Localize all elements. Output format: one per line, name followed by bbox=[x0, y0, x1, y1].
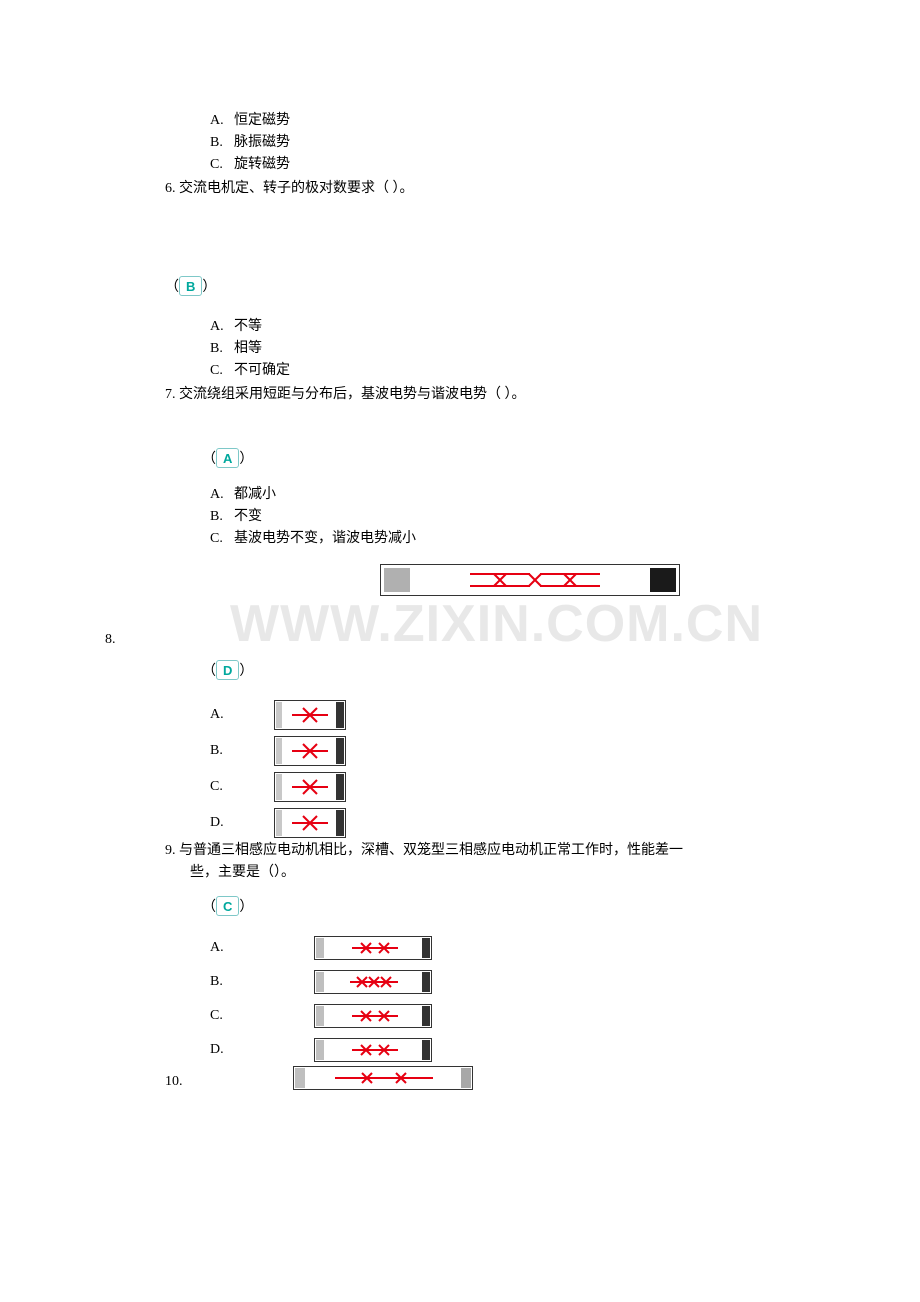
opt-letter: A. bbox=[210, 484, 234, 506]
opt-text: 旋转磁势 bbox=[234, 157, 290, 172]
q9-option-C: C. bbox=[210, 1004, 860, 1028]
option-image bbox=[314, 1038, 432, 1062]
q8-answer-letter: D bbox=[216, 660, 239, 680]
q9-stem: 9. 与普通三相感应电动机相比，深槽、双笼型三相感应电动机正常工作时，性能差一 bbox=[165, 840, 860, 862]
opt-letter: C. bbox=[210, 360, 234, 382]
option-image bbox=[314, 936, 432, 960]
option-image bbox=[274, 700, 346, 730]
q9-num: 9. bbox=[165, 843, 176, 858]
q9-option-D: D. bbox=[210, 1038, 860, 1062]
opt-letter: B. bbox=[210, 506, 234, 528]
q8-option-B: B. bbox=[210, 736, 860, 766]
option-image bbox=[314, 1004, 432, 1028]
opt-letter: C. bbox=[210, 1008, 302, 1024]
opt-letter: B. bbox=[210, 743, 262, 759]
opt-letter: C. bbox=[210, 528, 234, 550]
opt-letter: A. bbox=[210, 707, 262, 723]
opt-letter: A. bbox=[210, 316, 234, 338]
option-image bbox=[274, 736, 346, 766]
option-image bbox=[274, 772, 346, 802]
q6-answer-letter: B bbox=[179, 276, 202, 296]
option-image bbox=[274, 808, 346, 838]
q5-option-B: B.脉振磁势 bbox=[210, 132, 860, 154]
q6-option-C: C.不可确定 bbox=[210, 360, 860, 382]
opt-letter: A. bbox=[210, 940, 302, 956]
opt-text: 恒定磁势 bbox=[234, 113, 290, 128]
q9-options: A. B. C. D. bbox=[210, 936, 860, 1062]
opt-letter: D. bbox=[210, 815, 262, 831]
opt-letter: B. bbox=[210, 974, 302, 990]
q6-options: A.不等 B.相等 C.不可确定 bbox=[210, 316, 860, 382]
q7-answer: （A） bbox=[202, 448, 860, 468]
q5-option-C: C.旋转磁势 bbox=[210, 154, 860, 176]
opt-text: 基波电势不变，谐波电势减小 bbox=[234, 531, 416, 546]
q8-options: A. B. C. D. bbox=[210, 700, 860, 838]
q7-option-A: A.都减小 bbox=[210, 484, 860, 506]
opt-text: 都减小 bbox=[234, 487, 276, 502]
q6-num: 6. bbox=[165, 181, 176, 196]
q6-text: 交流电机定、转子的极对数要求（ ）。 bbox=[179, 181, 414, 196]
q6-option-A: A.不等 bbox=[210, 316, 860, 338]
q9-text-line2: 些，主要是（）。 bbox=[190, 862, 860, 884]
q8-answer: （D） bbox=[202, 660, 860, 680]
q7-stem: 7. 交流绕组采用短距与分布后，基波电势与谐波电势（ ）。 bbox=[165, 384, 860, 406]
q10-num: 10. bbox=[165, 1074, 183, 1090]
q9-text-line1: 与普通三相感应电动机相比，深槽、双笼型三相感应电动机正常工作时，性能差一 bbox=[179, 843, 683, 858]
q8-num: 8. bbox=[105, 632, 116, 648]
q6-option-B: B.相等 bbox=[210, 338, 860, 360]
opt-letter: D. bbox=[210, 1042, 302, 1058]
opt-text: 脉振磁势 bbox=[234, 135, 290, 150]
q10-stem: 10. bbox=[165, 1066, 860, 1090]
q8-option-D: D. bbox=[210, 808, 860, 838]
q9-option-B: B. bbox=[210, 970, 860, 994]
q5-option-A: A.恒定磁势 bbox=[210, 110, 860, 132]
opt-letter: C. bbox=[210, 779, 262, 795]
opt-text: 不变 bbox=[234, 509, 262, 524]
q7-option-B: B.不变 bbox=[210, 506, 860, 528]
opt-letter: A. bbox=[210, 110, 234, 132]
opt-text: 不等 bbox=[234, 319, 262, 334]
opt-letter: B. bbox=[210, 338, 234, 360]
q9-answer: （C） bbox=[202, 896, 860, 916]
q8-option-C: C. bbox=[210, 772, 860, 802]
q7-options: A.都减小 B.不变 C.基波电势不变，谐波电势减小 bbox=[210, 484, 860, 550]
q8-option-A: A. bbox=[210, 700, 860, 730]
watermark-text: WWW.ZIXIN.COM.CN bbox=[230, 594, 763, 654]
option-image bbox=[314, 970, 432, 994]
q8-stem-image bbox=[380, 564, 680, 596]
q6-answer: （B） bbox=[165, 276, 860, 296]
q7-option-C: C.基波电势不变，谐波电势减小 bbox=[210, 528, 860, 550]
q7-num: 7. bbox=[165, 387, 176, 402]
opt-text: 相等 bbox=[234, 341, 262, 356]
q9-answer-letter: C bbox=[216, 896, 239, 916]
q9-option-A: A. bbox=[210, 936, 860, 960]
opt-letter: C. bbox=[210, 154, 234, 176]
q10-stem-image bbox=[293, 1066, 473, 1090]
q5-options: A.恒定磁势 B.脉振磁势 C.旋转磁势 bbox=[210, 110, 860, 176]
q6-stem: 6. 交流电机定、转子的极对数要求（ ）。 bbox=[165, 178, 860, 200]
opt-text: 不可确定 bbox=[234, 363, 290, 378]
q7-text: 交流绕组采用短距与分布后，基波电势与谐波电势（ ）。 bbox=[179, 387, 526, 402]
q7-answer-letter: A bbox=[216, 448, 239, 468]
opt-letter: B. bbox=[210, 132, 234, 154]
